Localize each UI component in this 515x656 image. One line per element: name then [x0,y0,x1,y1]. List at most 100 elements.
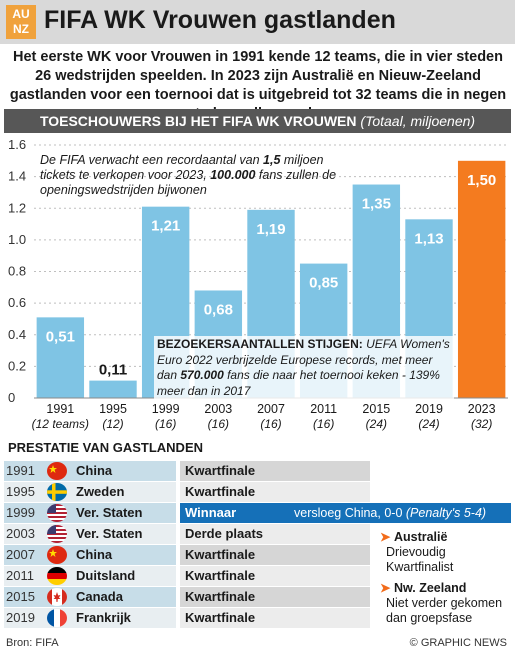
page-title: FIFA WK Vrouwen gastlanden [44,6,396,34]
y-tick-label: 1.0 [8,232,26,247]
new-zealand-name: Nw. Zeeland [393,581,467,595]
logo-top-text: AU [12,7,30,21]
x-teams-label: (16) [260,417,281,431]
result-country: Duitsland [76,566,176,586]
chart-subtitle: (Totaal, miljoenen) [360,113,476,129]
y-tick-label: 0.8 [8,264,26,279]
bar-value-label: 1,50 [467,172,496,189]
y-tick-label: 0.4 [8,327,26,342]
result-country: Canada [76,587,176,607]
new-zealand-line-2: dan groepsfase [386,611,473,625]
bar [457,160,506,398]
bar-value-label: 0,85 [309,275,338,292]
forecast-text-2: miljoen tickets te verkopen voor 2023, [40,153,324,182]
bar-value-label: 0,11 [99,362,127,379]
x-teams-label: (16) [208,417,229,431]
x-tick-label: 2003 [204,402,232,416]
result-country: China [76,461,176,481]
usa-flag-icon [47,525,67,543]
au-nz-logo: AU NZ [6,5,36,39]
results-title: PRESTATIE VAN GASTLANDEN [8,440,204,455]
x-tick-label: 2011 [310,402,337,416]
x-tick-label: 2007 [257,402,285,416]
logo-bottom-text: NZ [13,22,29,36]
host-note-australia: ➤ Australië Drievoudig Kwartfinalist [380,530,453,575]
visitors-text-1: UEFA Women's Euro 2022 verbrijzelde Euro… [157,337,450,382]
arrow-right-icon: ➤ [380,530,391,544]
result-country: Ver. Staten [76,524,176,544]
bar-value-label: 0,68 [204,301,233,318]
result-outcome: Derde plaats [180,524,370,544]
x-teams-label: (16) [313,417,334,431]
results-row: 2015 Canada Kwartfinale [4,587,511,607]
forecast-text-1: De FIFA verwacht een recordaantal van [40,153,264,167]
forecast-bold-2: 100.000 [210,168,256,182]
result-outcome: Kwartfinale [180,545,370,565]
result-extra-text: versloeg China, 0-0 [294,506,406,520]
result-year: 1999 [4,503,42,523]
result-country: Frankrijk [76,608,176,628]
forecast-text-3: fans zullen de openingswedstrijden bijwo… [40,168,337,197]
source-text: Bron: FIFA [6,637,59,649]
china-flag-icon [47,462,67,480]
result-year: 2003 [4,524,42,544]
x-tick-label: 2015 [362,402,390,416]
x-teams-label: (24) [418,417,439,431]
result-extra-italic: (Penalty's 5-4) [405,506,487,520]
y-tick-label: 0.6 [8,295,26,310]
china-flag-icon [47,546,67,564]
result-year: 1991 [4,461,42,481]
result-year: 2007 [4,545,42,565]
header-bar: AU NZ FIFA WK Vrouwen gastlanden [0,0,515,44]
bar-value-label: 0,51 [46,328,75,345]
bar-value-label: 1,19 [256,221,285,238]
visitors-bold-1: 570.000 [180,368,224,382]
forecast-bold-1: 1,5 [263,153,281,167]
y-tick-label: 1.4 [8,169,26,184]
visitors-text-2: fans die naar het toernooi keken - 139% … [157,368,440,398]
arrow-right-icon: ➤ [380,581,391,595]
x-teams-label: (12 teams) [32,417,89,431]
x-tick-label: 1999 [152,402,180,416]
result-outcome: Kwartfinale [180,461,370,481]
france-flag-icon [47,609,67,627]
bar-value-label: 1,13 [414,230,443,247]
x-teams-label: (24) [366,417,387,431]
x-teams-label: (32) [471,417,492,431]
results-row: 2007 China Kwartfinale [4,545,511,565]
canada-flag-icon [47,588,67,606]
australia-name: Australië [393,530,448,544]
bar [89,380,137,398]
bar-value-label: 1,35 [362,196,391,213]
results-row: 1991 China Kwartfinale [4,461,511,481]
usa-flag-icon [47,504,67,522]
result-outcome: Kwartfinale [180,566,370,586]
result-country: Ver. Staten [76,503,176,523]
australia-line-1: Drievoudig [386,545,446,559]
results-row: 2019 Frankrijk Kwartfinale [4,608,511,628]
bar [36,317,85,398]
visitors-annotation: BEZOEKERSAANTALLEN STIJGEN: UEFA Women's… [154,336,454,400]
results-row: 1999 Ver. Staten Winnaar versloeg China, 0-… [4,503,511,523]
results-row: 2003 Ver. Staten Derde plaats [4,524,511,544]
result-outcome: Kwartfinale [180,482,370,502]
x-tick-label: 2019 [415,402,443,416]
y-tick-label: 0.2 [8,358,26,373]
y-tick-label: 0 [8,390,15,405]
result-extra: versloeg China, 0-0 (Penalty's 5-4) [294,503,511,523]
result-outcome: Kwartfinale [180,587,370,607]
y-tick-label: 1.2 [8,200,26,215]
result-year: 1995 [4,482,42,502]
result-year: 2011 [4,566,42,586]
visitors-lead: BEZOEKERSAANTALLEN STIJGEN: [157,337,363,351]
chart-header: TOESCHOUWERS BIJ HET FIFA WK VROUWEN (To… [4,109,511,133]
result-year: 2015 [4,587,42,607]
australia-line-2: Kwartfinalist [386,560,454,574]
chart-title: TOESCHOUWERS BIJ HET FIFA WK VROUWEN [39,113,357,129]
x-teams-label: (16) [155,417,176,431]
new-zealand-line-1: Niet verder gekomen [386,596,503,610]
credit-text: © GRAPHIC NEWS [409,637,507,649]
results-row: 2011 Duitsland Kwartfinale [4,566,511,586]
result-outcome: Kwartfinale [180,608,370,628]
x-tick-label: 1991 [46,402,74,416]
